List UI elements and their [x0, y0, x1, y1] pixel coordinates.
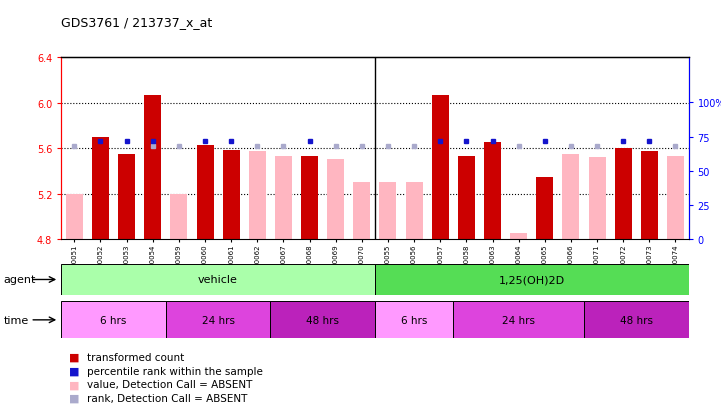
Bar: [118, 154, 135, 240]
Text: time: time: [4, 315, 29, 325]
Bar: [667, 157, 684, 240]
Bar: [197, 145, 213, 240]
Text: 24 hrs: 24 hrs: [202, 315, 234, 325]
Bar: [327, 160, 344, 240]
Bar: [61, 301, 166, 339]
Text: 6 hrs: 6 hrs: [100, 315, 127, 325]
Text: rank, Detection Call = ABSENT: rank, Detection Call = ABSENT: [87, 393, 247, 403]
Bar: [66, 194, 83, 240]
Bar: [641, 152, 658, 240]
Bar: [375, 301, 454, 339]
Text: transformed count: transformed count: [87, 352, 184, 362]
Text: 6 hrs: 6 hrs: [401, 315, 428, 325]
Bar: [406, 183, 423, 240]
Bar: [510, 234, 527, 240]
Bar: [536, 177, 553, 240]
Text: ■: ■: [68, 393, 79, 403]
Bar: [61, 264, 375, 295]
Text: 48 hrs: 48 hrs: [620, 315, 653, 325]
Text: value, Detection Call = ABSENT: value, Detection Call = ABSENT: [87, 380, 252, 389]
Text: GDS3761 / 213737_x_at: GDS3761 / 213737_x_at: [61, 16, 213, 29]
Bar: [588, 158, 606, 240]
Bar: [301, 157, 318, 240]
Bar: [270, 301, 375, 339]
Bar: [458, 157, 475, 240]
Text: 1,25(OH)2D: 1,25(OH)2D: [499, 275, 565, 285]
Text: 24 hrs: 24 hrs: [502, 315, 535, 325]
Bar: [353, 183, 371, 240]
Text: 48 hrs: 48 hrs: [306, 315, 339, 325]
Bar: [615, 149, 632, 240]
Bar: [223, 151, 239, 240]
Text: percentile rank within the sample: percentile rank within the sample: [87, 366, 262, 376]
Bar: [454, 301, 584, 339]
Bar: [375, 264, 689, 295]
Text: vehicle: vehicle: [198, 275, 238, 285]
Bar: [484, 143, 501, 240]
Text: ■: ■: [68, 352, 79, 362]
Bar: [166, 301, 270, 339]
Bar: [144, 95, 162, 240]
Text: ■: ■: [68, 366, 79, 376]
Bar: [562, 154, 580, 240]
Bar: [92, 137, 109, 240]
Text: agent: agent: [4, 275, 36, 285]
Bar: [275, 157, 292, 240]
Bar: [584, 301, 689, 339]
Bar: [249, 152, 266, 240]
Bar: [170, 194, 187, 240]
Bar: [379, 183, 397, 240]
Bar: [432, 95, 448, 240]
Bar: [144, 194, 162, 240]
Text: ■: ■: [68, 380, 79, 389]
